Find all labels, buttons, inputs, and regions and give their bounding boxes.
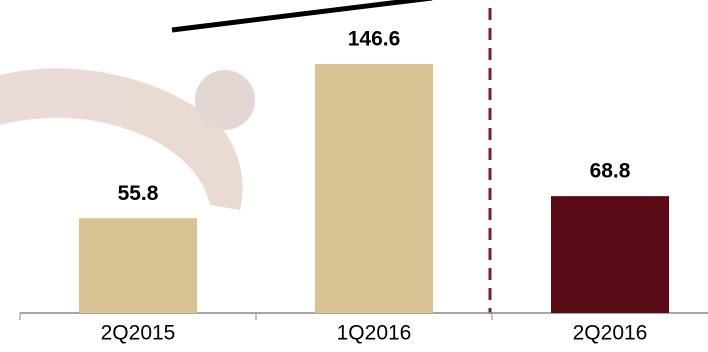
bar bbox=[315, 64, 433, 313]
violin-shape bbox=[0, 68, 243, 210]
x-tick-label: 2Q2015 bbox=[101, 322, 176, 345]
value-label: 55.8 bbox=[118, 182, 159, 205]
trend-line bbox=[171, 0, 433, 33]
x-tick-label: 1Q2016 bbox=[337, 322, 412, 345]
bar bbox=[551, 196, 669, 313]
value-label: 146.6 bbox=[348, 28, 401, 51]
violin-scroll bbox=[195, 70, 255, 130]
background-violin bbox=[0, 68, 255, 210]
x-tick-label: 2Q2016 bbox=[573, 322, 648, 345]
value-label: 68.8 bbox=[590, 160, 631, 183]
bar bbox=[79, 218, 197, 313]
